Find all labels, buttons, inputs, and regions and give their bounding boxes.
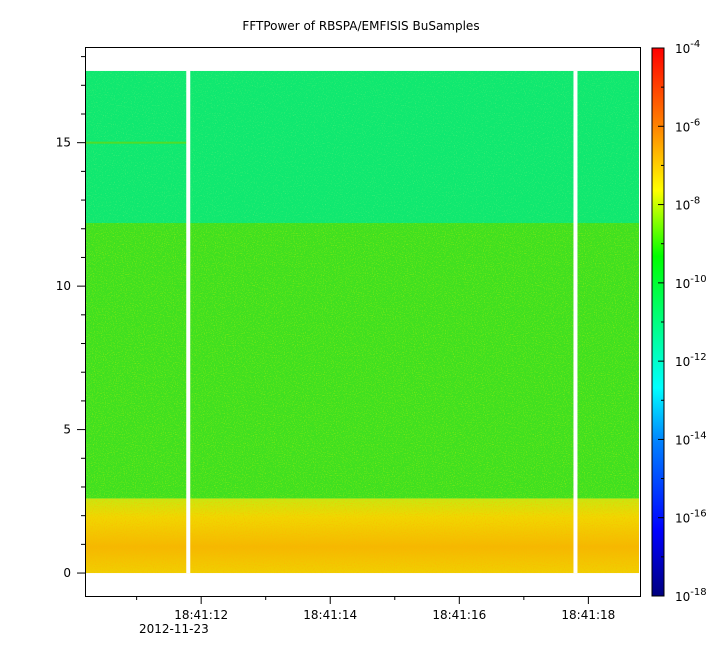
plot-area: [86, 70, 639, 574]
colorbar-tick-label: 10-14: [675, 430, 707, 447]
y-axis: 0 5 10 15: [56, 56, 85, 580]
band-high-texture: [86, 70, 639, 224]
data-gap-1: [186, 70, 191, 574]
x-tick-label: 18:41:18: [561, 608, 615, 622]
colorbar-ticks: 10-4 10-6 10-8 10-10 10-12 10-14 10-16 10-18: [658, 39, 707, 604]
x-axis: 18:41:12 18:41:14 18:41:16 18:41:18: [136, 596, 615, 622]
colorbar: 10-4 10-6 10-8 10-10 10-12 10-14 10-16 10-18: [651, 39, 707, 604]
y-tick-label: 0: [63, 566, 71, 580]
line-feature-15: [86, 141, 189, 144]
y-tick-label: 10: [56, 279, 71, 293]
chart-title: FFTPower of RBSPA/EMFISIS BuSamples: [242, 19, 479, 33]
colorbar-tick-label: 10-10: [675, 274, 707, 291]
data-gap-2: [573, 70, 578, 574]
y-tick-label: 5: [63, 423, 71, 437]
colorbar-tick-label: 10-8: [675, 196, 700, 213]
x-tick-label: 18:41:16: [432, 608, 486, 622]
colorbar-tick-label: 10-12: [675, 352, 707, 369]
x-date-label: 2012-11-23: [139, 622, 209, 636]
band-low-texture: [86, 498, 639, 574]
x-tick-label: 18:41:12: [174, 608, 228, 622]
band-mid-texture: [86, 223, 639, 499]
colorbar-tick-label: 10-6: [675, 117, 700, 134]
x-tick-label: 18:41:14: [303, 608, 357, 622]
colorbar-tick-label: 10-18: [675, 587, 707, 604]
plot-frame: [85, 47, 641, 597]
colorbar-tick-label: 10-16: [675, 509, 707, 526]
colorbar-tick-label: 10-4: [675, 39, 700, 56]
y-tick-label: 15: [56, 136, 71, 150]
